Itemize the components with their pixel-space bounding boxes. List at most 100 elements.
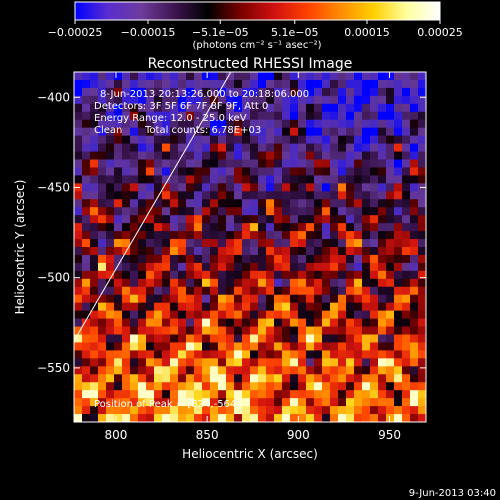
heatmap-pixel bbox=[210, 231, 219, 240]
heatmap-pixel bbox=[218, 350, 227, 359]
heatmap-pixel bbox=[410, 159, 419, 169]
heatmap-pixel bbox=[130, 111, 139, 121]
heatmap-pixel bbox=[386, 358, 395, 367]
heatmap-pixel bbox=[306, 175, 315, 184]
heatmap-pixel bbox=[378, 302, 387, 312]
heatmap-pixel bbox=[418, 254, 426, 264]
heatmap-pixel bbox=[258, 111, 267, 121]
heatmap-pixel bbox=[298, 135, 307, 145]
heatmap-pixel bbox=[106, 183, 115, 192]
heatmap-pixel bbox=[98, 215, 107, 224]
heatmap-pixel bbox=[234, 191, 243, 200]
heatmap-pixel bbox=[122, 199, 131, 208]
heatmap-pixel bbox=[226, 294, 235, 304]
heatmap-pixel bbox=[322, 127, 331, 137]
heatmap-pixel bbox=[418, 302, 426, 312]
heatmap-pixel bbox=[290, 183, 299, 192]
heatmap-pixel bbox=[178, 286, 187, 296]
heatmap-pixel bbox=[130, 175, 139, 184]
heatmap-pixel bbox=[162, 127, 171, 137]
heatmap-pixel bbox=[178, 278, 187, 288]
heatmap-pixel bbox=[370, 199, 379, 208]
heatmap-pixel bbox=[386, 270, 395, 280]
heatmap-pixel bbox=[130, 95, 139, 105]
heatmap-pixel bbox=[218, 87, 227, 97]
heatmap-pixel bbox=[210, 151, 219, 161]
heatmap-pixel bbox=[218, 366, 227, 375]
heatmap-pixel bbox=[82, 95, 91, 105]
heatmap-pixel bbox=[346, 143, 355, 153]
heatmap-pixel bbox=[402, 103, 411, 113]
heatmap-pixel bbox=[250, 278, 259, 288]
heatmap-pixel bbox=[250, 254, 259, 264]
heatmap-pixel bbox=[138, 342, 147, 351]
heatmap-pixel bbox=[90, 334, 99, 344]
heatmap-pixel bbox=[234, 366, 243, 375]
heatmap-pixel bbox=[354, 87, 363, 97]
heatmap-pixel bbox=[90, 350, 99, 359]
heatmap-pixel bbox=[74, 334, 83, 344]
heatmap-pixel bbox=[162, 175, 171, 184]
heatmap-pixel bbox=[402, 350, 411, 359]
heatmap-pixel bbox=[154, 79, 163, 89]
heatmap-pixel bbox=[138, 111, 147, 121]
heatmap-pixel bbox=[154, 167, 163, 176]
heatmap-pixel bbox=[122, 127, 131, 137]
heatmap-pixel bbox=[202, 143, 211, 153]
heatmap-pixel bbox=[242, 127, 251, 137]
heatmap-pixel bbox=[346, 103, 355, 113]
heatmap-pixel bbox=[274, 119, 283, 129]
heatmap-pixel bbox=[386, 79, 395, 89]
heatmap-pixel bbox=[290, 103, 299, 113]
heatmap-pixel bbox=[378, 406, 387, 415]
heatmap-pixel bbox=[338, 151, 347, 161]
heatmap-pixel bbox=[98, 254, 107, 264]
heatmap-pixel bbox=[90, 167, 99, 176]
heatmap-pixel bbox=[346, 247, 355, 256]
heatmap-pixel bbox=[322, 382, 331, 391]
heatmap-pixel bbox=[122, 262, 131, 272]
heatmap-pixel bbox=[146, 191, 155, 200]
heatmap-pixel bbox=[130, 366, 139, 375]
heatmap-pixel bbox=[258, 286, 267, 296]
heatmap-pixel bbox=[138, 231, 147, 240]
heatmap-pixel bbox=[162, 390, 171, 399]
heatmap-pixel bbox=[370, 262, 379, 272]
heatmap-pixel bbox=[250, 294, 259, 304]
heatmap-pixel bbox=[170, 103, 179, 113]
heatmap-pixel bbox=[90, 143, 99, 153]
heatmap-pixel bbox=[290, 390, 299, 399]
heatmap-pixel bbox=[178, 247, 187, 256]
heatmap-pixel bbox=[250, 151, 259, 161]
heatmap-pixel bbox=[194, 135, 203, 145]
heatmap-pixel bbox=[250, 382, 259, 391]
heatmap-pixel bbox=[82, 406, 91, 415]
heatmap-pixel bbox=[282, 119, 291, 129]
heatmap-pixel bbox=[338, 191, 347, 200]
heatmap-pixel bbox=[362, 135, 371, 145]
heatmap-pixel bbox=[146, 239, 155, 248]
heatmap-pixel bbox=[226, 231, 235, 240]
heatmap-pixel bbox=[146, 326, 155, 336]
heatmap-pixel bbox=[402, 342, 411, 351]
heatmap-pixel bbox=[378, 191, 387, 200]
heatmap-pixel bbox=[186, 350, 195, 359]
heatmap-pixel bbox=[274, 127, 283, 137]
heatmap-pixel bbox=[282, 111, 291, 121]
heatmap-pixel bbox=[418, 167, 426, 176]
heatmap-pixel bbox=[90, 231, 99, 240]
heatmap-pixel bbox=[274, 390, 283, 399]
heatmap-pixel bbox=[162, 183, 171, 192]
heatmap-pixel bbox=[338, 286, 347, 296]
heatmap-pixel bbox=[250, 87, 259, 97]
heatmap-pixel bbox=[218, 342, 227, 351]
heatmap-pixel bbox=[402, 95, 411, 105]
heatmap-pixel bbox=[226, 175, 235, 184]
heatmap-pixel bbox=[90, 199, 99, 208]
heatmap-pixel bbox=[402, 199, 411, 208]
heatmap-pixel bbox=[226, 247, 235, 256]
x-tick-label: 800 bbox=[104, 428, 127, 442]
heatmap-pixel bbox=[74, 95, 83, 105]
heatmap-pixel bbox=[162, 247, 171, 256]
heatmap-pixel bbox=[330, 286, 339, 296]
